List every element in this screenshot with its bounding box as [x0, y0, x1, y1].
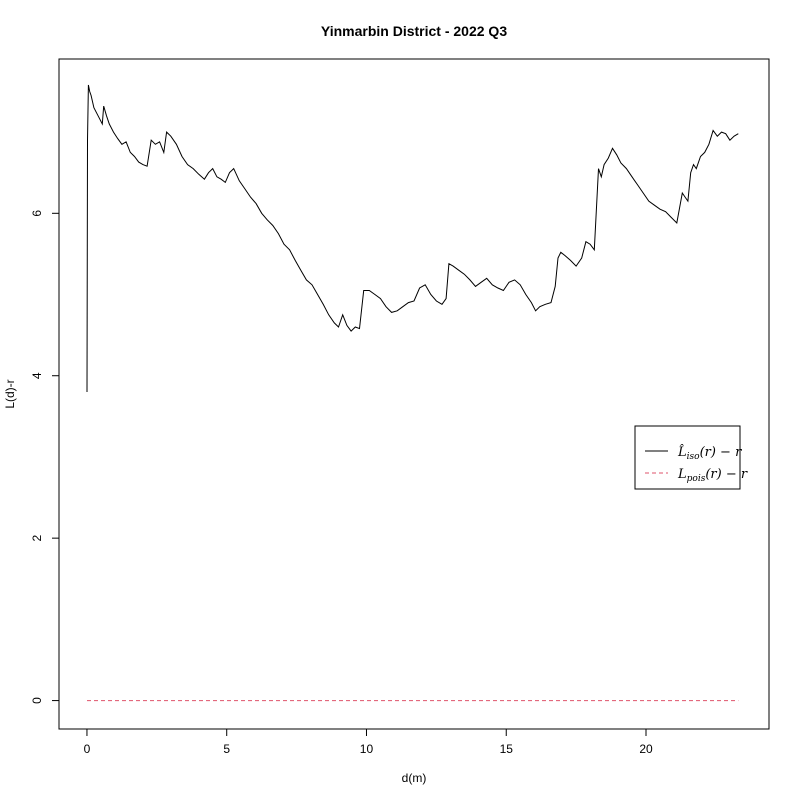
legend-box: [634, 425, 741, 490]
y-axis: 0 2 4 6: [30, 210, 59, 704]
legend-entry-pois: Lpois(r) − r: [677, 467, 748, 484]
plot-frame: [58, 58, 770, 730]
series-layer: [86, 84, 739, 702]
series-line-iso: [86, 84, 739, 393]
x-tick-label-3: 15: [500, 742, 514, 756]
x-axis: 0 5 10 15 20: [84, 729, 653, 756]
y-axis-label: L(d)-r: [3, 379, 17, 408]
x-tick-label-0: 0: [84, 742, 91, 756]
legend: L̂iso(r) − r Lpois(r) − r: [634, 425, 748, 490]
y-tick-label-1: 2: [30, 534, 44, 541]
y-tick-label-2: 4: [30, 372, 44, 379]
x-tick-label-1: 5: [223, 742, 230, 756]
x-tick-label-4: 20: [639, 742, 653, 756]
legend-entry-iso: L̂iso(r) − r: [677, 444, 742, 462]
chart-title: Yinmarbin District - 2022 Q3: [321, 23, 507, 39]
y-tick-label-3: 6: [30, 210, 44, 217]
y-tick-label-0: 0: [30, 697, 44, 704]
x-axis-label: d(m): [402, 771, 427, 785]
x-tick-label-2: 10: [360, 742, 374, 756]
